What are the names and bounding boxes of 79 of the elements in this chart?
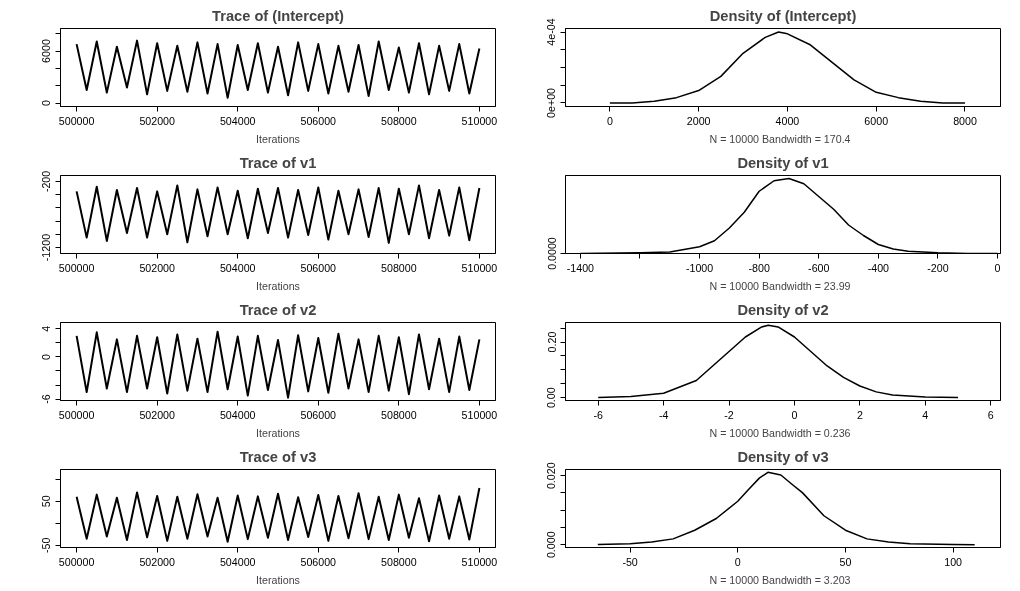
x-tick-label: -6	[593, 408, 604, 421]
x-tick-label: 508000	[381, 408, 417, 421]
x-tick-label: 2	[856, 408, 863, 421]
x-tick-label: 502000	[139, 408, 176, 421]
x-axis-title: N = 10000 Bandwidth = 23.99	[709, 279, 851, 292]
x-tick-label: -50	[622, 555, 638, 568]
x-tick-label: 508000	[381, 555, 417, 568]
x-axis-title: N = 10000 Bandwidth = 0.236	[709, 426, 851, 439]
x-tick-label: 508000	[381, 114, 417, 127]
y-tick-label: -1200	[40, 233, 53, 262]
x-tick-label: 100	[944, 555, 963, 568]
x-tick-label: 510000	[461, 114, 498, 127]
x-tick-label: 506000	[300, 555, 337, 568]
x-tick-label: 4000	[775, 114, 800, 127]
y-tick-label: -50	[40, 537, 53, 553]
y-tick-label: 4	[40, 325, 53, 332]
x-tick-label: -2	[724, 408, 734, 421]
x-tick-label: 0	[994, 261, 1001, 274]
x-tick-label: 50	[839, 555, 852, 568]
x-tick-label: 2000	[686, 114, 711, 127]
x-tick-label: -200	[927, 261, 949, 274]
x-axis-title: Iterations	[256, 426, 300, 439]
y-tick-label: 6000	[40, 39, 53, 63]
chart-title: Density of v2	[737, 301, 829, 318]
y-tick-label: 0.20	[545, 331, 558, 353]
x-tick-label: 504000	[219, 555, 256, 568]
x-tick-label: -800	[748, 261, 770, 274]
x-tick-label: 502000	[139, 555, 176, 568]
x-axis-title: N = 10000 Bandwidth = 3.203	[709, 573, 851, 586]
y-tick-label: -6	[40, 394, 53, 404]
x-axis-title: Iterations	[256, 279, 300, 292]
chart-title: Density of (Intercept)	[709, 7, 857, 24]
y-tick-label: 0.000	[545, 531, 558, 559]
x-tick-label: 500000	[58, 114, 95, 127]
y-tick-label: 0.020	[545, 462, 558, 490]
x-tick-label: 6	[987, 408, 994, 421]
x-tick-label: 506000	[300, 114, 337, 127]
y-tick-label: 0e+00	[545, 87, 558, 118]
x-tick-label: -400	[867, 261, 890, 274]
x-tick-label: 504000	[219, 261, 256, 274]
x-tick-label: -1000	[685, 261, 714, 274]
x-axis-title: N = 10000 Bandwidth = 170.4	[709, 132, 851, 145]
x-tick-label: 510000	[461, 261, 498, 274]
x-tick-label: 510000	[461, 408, 498, 421]
x-tick-label: -1400	[566, 261, 595, 274]
x-tick-label: 0	[791, 408, 798, 421]
x-tick-label: 0	[734, 555, 741, 568]
y-tick-label: 4e-04	[545, 18, 558, 46]
x-tick-label: 502000	[139, 261, 176, 274]
x-tick-label: 500000	[58, 261, 95, 274]
x-tick-label: 0	[606, 114, 613, 127]
y-tick-label: 0.00	[545, 387, 558, 409]
x-axis-title: Iterations	[256, 573, 300, 586]
x-tick-label: 506000	[300, 408, 337, 421]
chart-title: Trace of (Intercept)	[212, 7, 345, 24]
y-tick-label: 0	[40, 353, 53, 360]
chart-title: Trace of v1	[239, 154, 317, 171]
x-tick-label: 504000	[219, 114, 256, 127]
x-tick-label: -600	[808, 261, 830, 274]
x-tick-label: 502000	[139, 114, 176, 127]
x-tick-label: 510000	[461, 555, 498, 568]
x-tick-label: 8000	[953, 114, 977, 127]
x-tick-label: -4	[658, 408, 669, 421]
chart-title: Density of v3	[737, 448, 829, 465]
y-tick-label: -200	[40, 170, 53, 193]
x-axis-title: Iterations	[256, 132, 300, 145]
x-tick-label: 4	[922, 408, 929, 421]
chart-title: Density of v1	[737, 154, 829, 171]
y-tick-label: 50	[40, 495, 53, 508]
chart-title: Trace of v3	[239, 448, 317, 465]
x-tick-label: 506000	[300, 261, 337, 274]
text: 0.0000	[545, 237, 558, 270]
x-tick-label: 500000	[58, 408, 95, 421]
y-tick-label: 0	[40, 100, 53, 106]
x-tick-label: 504000	[219, 408, 256, 421]
x-tick-label: 500000	[58, 555, 95, 568]
x-tick-label: 508000	[381, 261, 417, 274]
x-tick-label: 6000	[864, 114, 889, 127]
chart-title: Trace of v2	[239, 301, 317, 318]
